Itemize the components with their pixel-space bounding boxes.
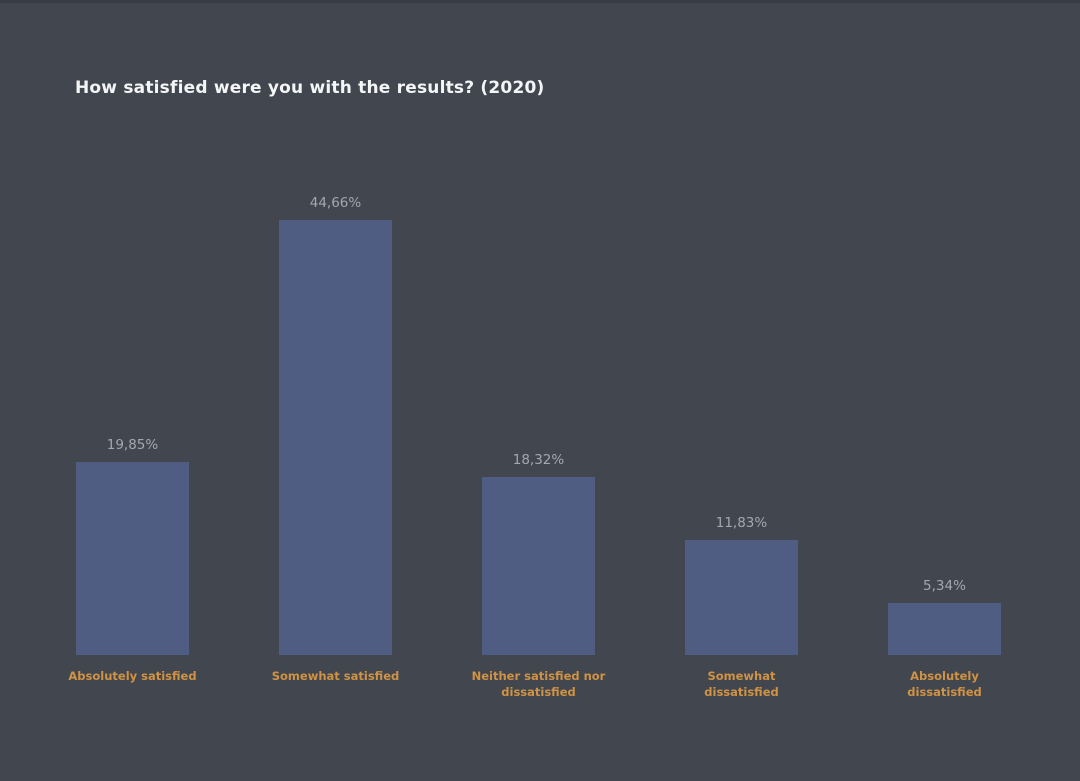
- category-label: Somewhat satisfied: [234, 669, 437, 685]
- bar-value-label: 5,34%: [923, 578, 966, 594]
- category-label-text: Neither satisfied nor dissatisfied: [471, 669, 606, 699]
- category-label: Somewhat dissatisfied: [640, 669, 843, 700]
- bar-value-label: 18,32%: [512, 452, 565, 468]
- bar[interactable]: [888, 603, 1001, 655]
- category-label: Neither satisfied nor dissatisfied: [437, 669, 640, 700]
- bar[interactable]: [279, 220, 392, 655]
- bar-value-label: 19,85%: [106, 437, 159, 453]
- bar-column: 11,83%: [640, 160, 843, 655]
- category-label-text: Absolutely dissatisfied: [907, 669, 982, 699]
- window-top-edge: [0, 0, 1080, 3]
- bar-value-label: 44,66%: [309, 195, 362, 211]
- category-label: Absolutely dissatisfied: [843, 669, 1046, 700]
- bar-column: 18,32%: [437, 160, 640, 655]
- bar[interactable]: [482, 477, 595, 655]
- chart-title: How satisfied were you with the results?…: [75, 78, 545, 98]
- category-label-text: Somewhat dissatisfied: [704, 669, 779, 699]
- bar[interactable]: [685, 540, 798, 655]
- bar-column: 5,34%: [843, 160, 1046, 655]
- bar-column: 44,66%: [234, 160, 437, 655]
- category-label: Absolutely satisfied: [31, 669, 234, 685]
- bar-value-label: 11,83%: [715, 515, 768, 531]
- plot-area: 19,85% 44,66% 18,32% 11,83% 5,34%: [31, 160, 1046, 655]
- category-labels: Absolutely satisfied Somewhat satisfied Ne…: [31, 669, 1046, 700]
- bar[interactable]: [76, 462, 189, 655]
- bar-column: 19,85%: [31, 160, 234, 655]
- category-label-text: Absolutely satisfied: [68, 669, 197, 683]
- category-label-text: Somewhat satisfied: [271, 669, 400, 683]
